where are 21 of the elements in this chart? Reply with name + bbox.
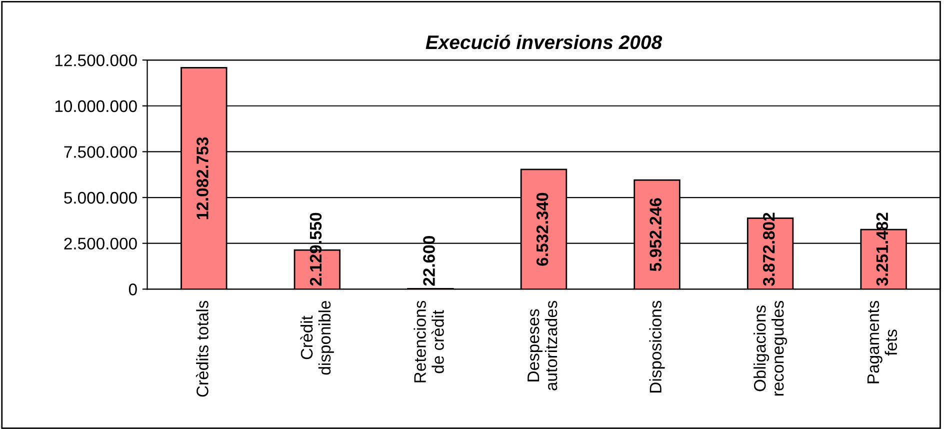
x-tick-label: Pagaments fets	[867, 300, 898, 384]
data-label: 22.600	[423, 236, 435, 286]
y-tick-label: 7.500.000	[64, 146, 137, 158]
x-tick-label: Despeses autoritzades	[528, 300, 558, 390]
data-label: 5.952.246	[650, 198, 662, 272]
data-label: 2.129.550	[310, 212, 322, 286]
x-tick-label: Crèdits totals	[196, 300, 208, 397]
data-label: 3.872.802	[762, 212, 775, 286]
data-label: 3.251.482	[876, 212, 888, 286]
y-tick-label: 0	[128, 284, 137, 296]
data-label: 12.082.753	[196, 137, 208, 220]
data-label: 6.532.340	[536, 192, 548, 266]
chart-title: Execució inversions 2008	[426, 34, 662, 50]
y-tick-label: 5.000.000	[64, 192, 137, 204]
x-tick-label: Disposicions	[649, 300, 665, 392]
x-tick-label: Crèdit disponible	[300, 300, 334, 375]
y-tick-label: 10.000.000	[55, 100, 137, 112]
y-tick-label: 2.500.000	[64, 238, 137, 250]
x-tick-label: Obligacions reconegudes	[754, 300, 788, 396]
x-tick-label: Retencions de crèdit	[414, 300, 444, 382]
y-tick-label: 12.500.000	[55, 54, 137, 66]
